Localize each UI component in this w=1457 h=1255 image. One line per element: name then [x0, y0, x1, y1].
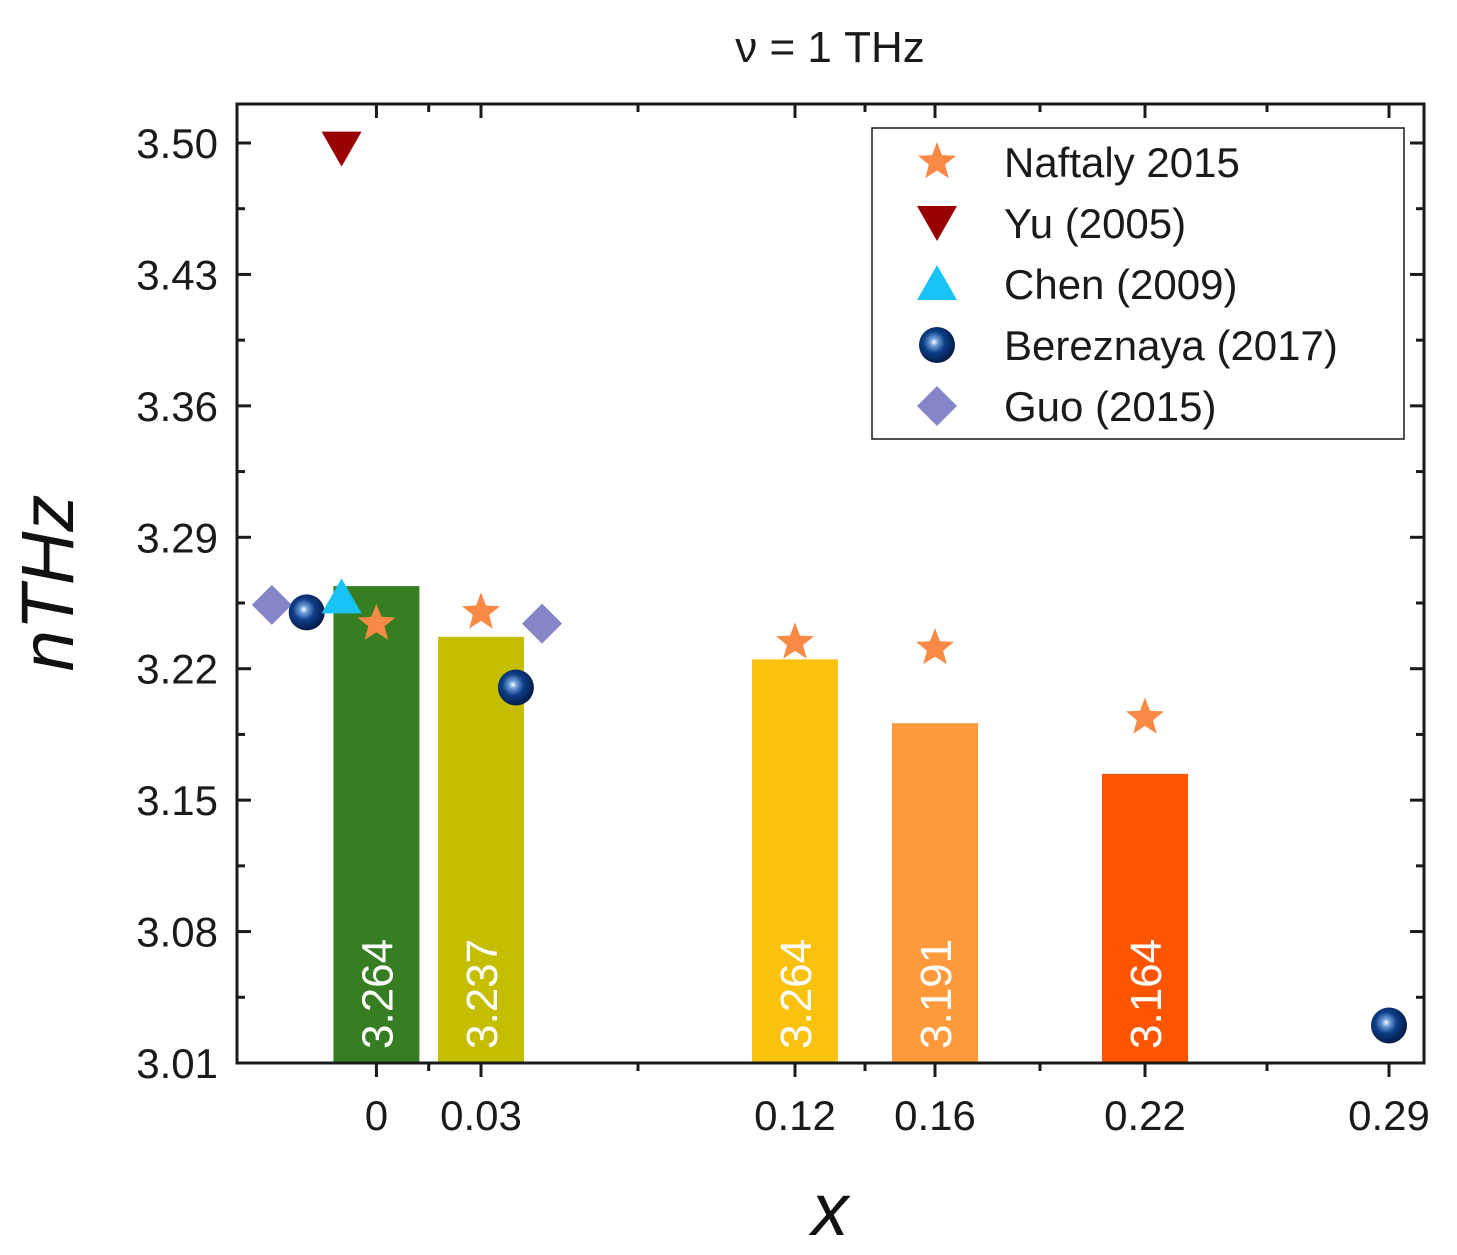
y-tick-label-0: 3.01	[136, 1040, 218, 1087]
bar-4	[1102, 773, 1188, 1063]
x-axis-title: x	[809, 1168, 852, 1251]
x-tick-label-0: 0	[365, 1092, 388, 1139]
marker-chen-2009-0	[321, 578, 362, 614]
bars-layer: 3.264 3.237 3.264 3.191 3.164	[333, 586, 1188, 1063]
bar-value-label-3: 3.191	[912, 939, 961, 1049]
y-tick-label-7: 3.50	[136, 120, 218, 167]
legend-box	[871, 127, 1405, 440]
marker-naftaly-2015-4	[1126, 697, 1164, 734]
legend-marker-chen-2009	[917, 265, 957, 300]
marker-guo-2015-0	[251, 584, 292, 625]
legend: Naftaly 2015 Yu (2005) Chen (2009) Bereznay…	[871, 127, 1405, 440]
legend-label-bereznaya-2017: Bereznaya (2017)	[1004, 322, 1338, 369]
bar-value-label-0: 3.264	[353, 939, 402, 1049]
x-tick-label-3: 0.16	[894, 1092, 976, 1139]
marker-naftaly-2015-2	[776, 622, 814, 659]
legend-marker-yu-2005	[917, 206, 957, 241]
marker-naftaly-2015-3	[916, 628, 954, 665]
ticks-layer: 3.01 3.08 3.15 3.22 3.29 3.36 3.43 3.50 0 0.03 0.1…	[136, 104, 1430, 1139]
y-tick-label-4: 3.29	[136, 514, 218, 561]
chart-title: ν = 1 THz	[735, 23, 925, 72]
marker-bereznaya-2017-0	[288, 594, 325, 631]
bar-1	[438, 636, 524, 1063]
legend-label-chen-2009: Chen (2009)	[1004, 261, 1237, 308]
marker-naftaly-2015-0	[357, 603, 396, 640]
bar-3	[892, 723, 978, 1063]
marker-bereznaya-2017-2	[1371, 1007, 1407, 1044]
x-tick-label-2: 0.12	[754, 1092, 836, 1139]
y-tick-label-3: 3.22	[136, 646, 218, 693]
y-tick-label-5: 3.36	[136, 383, 218, 430]
marker-yu-2005-0	[321, 131, 362, 167]
y-tick-label-6: 3.43	[136, 251, 218, 298]
y-axis-title: nTHz	[6, 495, 89, 672]
bar-value-label-4: 3.164	[1122, 939, 1171, 1049]
bar-2	[752, 659, 838, 1063]
y-tick-label-2: 3.15	[136, 777, 218, 824]
marker-guo-2015-1	[522, 603, 563, 644]
legend-marker-naftaly-2015	[918, 142, 956, 179]
legend-marker-bereznaya-2017	[919, 327, 955, 363]
legend-label-guo-2015: Guo (2015)	[1004, 383, 1216, 430]
x-tick-label-1: 0.03	[440, 1092, 522, 1139]
legend-label-yu-2005: Yu (2005)	[1004, 200, 1186, 247]
y-tick-label-1: 3.08	[136, 909, 218, 956]
bar-value-label-2: 3.264	[772, 939, 821, 1049]
plot-frame	[235, 102, 1426, 1065]
legend-label-naftaly-2015: Naftaly 2015	[1004, 139, 1240, 186]
bar-value-label-1: 3.237	[458, 939, 507, 1049]
x-tick-label-5: 0.29	[1348, 1092, 1430, 1139]
bar-0	[333, 586, 420, 1063]
marker-bereznaya-2017-1	[497, 669, 534, 706]
marker-naftaly-2015-1	[462, 592, 500, 629]
markers-layer	[251, 131, 1407, 1044]
legend-marker-guo-2015	[917, 386, 957, 426]
x-tick-label-4: 0.22	[1104, 1092, 1186, 1139]
